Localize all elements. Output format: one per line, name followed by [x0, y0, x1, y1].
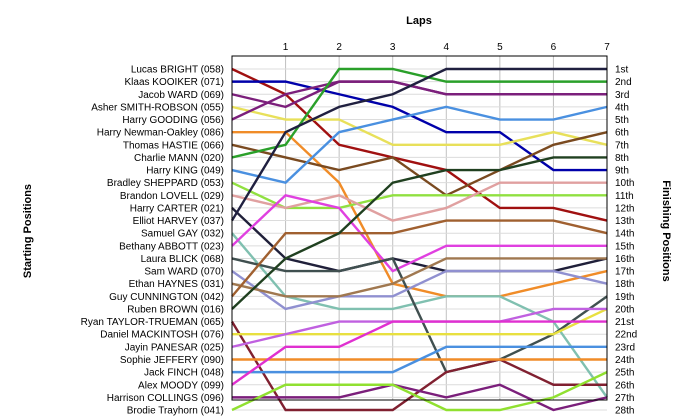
series-line [231, 181, 607, 222]
series-line [231, 232, 608, 399]
finishing-position-label: 16th [615, 254, 634, 265]
finishing-position-label: 24th [615, 355, 634, 366]
series-line [232, 383, 608, 412]
finishing-position-label: 19th [615, 292, 634, 303]
series-line [231, 105, 608, 184]
finishing-position-label: 14th [615, 229, 634, 240]
starting-position-label: Ryan TAYLOR-TRUEMAN (065) [81, 317, 224, 328]
finishing-position-label: 11th [615, 191, 634, 202]
series-line [231, 257, 607, 298]
series-line [231, 320, 607, 386]
starting-position-label: Harrison COLLINGS (096) [107, 393, 224, 404]
finishing-position-label: 12th [615, 203, 634, 214]
lap-tick-label: 5 [497, 42, 503, 53]
series-line [231, 269, 608, 311]
starting-position-labels: Lucas BRIGHT (058)Klaas KOOIKER (071) Jac… [81, 65, 224, 417]
finishing-position-label: 10th [615, 178, 634, 189]
finishing-position-label: 3rd [615, 90, 629, 101]
starting-position-label: Harry GOODING (056) [122, 115, 224, 126]
series-line [231, 257, 608, 374]
series-line [231, 371, 608, 412]
finishing-position-label: 20th [615, 304, 634, 315]
y-axis-label-left: Starting Positions [22, 184, 34, 278]
series-line [231, 80, 607, 121]
finishing-position-label: 22nd [615, 330, 637, 341]
series-line [231, 193, 607, 273]
finishing-position-label: 5th [615, 115, 629, 126]
lap-tick-label: 2 [336, 42, 342, 53]
starting-position-label: Sophie JEFFERY (090) [120, 355, 224, 366]
starting-position-label: Sam WARD (070) [144, 267, 224, 278]
starting-position-label: Thomas HASTIE (066) [123, 140, 224, 151]
starting-position-label: Jayin PANESAR (025) [125, 342, 224, 353]
starting-position-label: Guy CUNNINGTON (042) [109, 292, 224, 303]
starting-position-label: Harry CARTER (021) [130, 203, 224, 214]
starting-position-label: Asher SMITH-ROBSON (055) [91, 102, 224, 113]
finishing-position-label: 8th [615, 153, 629, 164]
chart-title: Laps [406, 15, 432, 27]
finishing-position-label: 1st [615, 65, 629, 76]
series-line [230, 67, 607, 222]
finishing-position-label: 7th [615, 140, 629, 151]
starting-position-label: Daniel MACKINTOSH (076) [100, 330, 224, 341]
finishing-position-label: 9th [615, 166, 629, 177]
starting-position-label: Laura BLICK (068) [141, 254, 224, 265]
series-line [232, 130, 608, 298]
lap-tick-label: 1 [283, 42, 289, 53]
starting-position-label: Charlie MANN (020) [134, 153, 224, 164]
series-line [232, 80, 607, 172]
starting-position-label: Brodie Trayhorn (041) [127, 406, 224, 417]
finishing-position-label: 2nd [615, 77, 632, 88]
finishing-position-label: 25th [615, 368, 634, 379]
series-line [231, 207, 608, 273]
finishing-position-label: 4th [615, 102, 629, 113]
finishing-position-label: 21st [615, 317, 634, 328]
series-line [231, 181, 607, 210]
starting-position-label: Ethan HAYNES (031) [129, 279, 224, 290]
lap-tick-labels: 1 2 3 4 5 6 7 [283, 42, 610, 53]
starting-position-label: Bethany ABBOTT (023) [119, 241, 224, 252]
starting-position-label: Lucas BRIGHT (058) [131, 65, 224, 76]
finishing-position-label: 28th [615, 406, 634, 417]
starting-position-label: Klaas KOOIKER (071) [125, 77, 224, 88]
finishing-position-label: 26th [615, 380, 634, 391]
starting-position-label: Brandon LOVELL (029) [120, 191, 224, 202]
starting-position-label: Elliot HARVEY (037) [133, 216, 224, 227]
starting-position-label: Jacob WARD (069) [138, 90, 224, 101]
finishing-position-label: 17th [615, 267, 634, 278]
finishing-position-label: 27th [615, 393, 634, 404]
lap-tick-label: 4 [444, 42, 450, 53]
lap-tick-label: 3 [390, 42, 396, 53]
finishing-position-label: 15th [615, 241, 634, 252]
lap-tick-label: 6 [551, 42, 557, 53]
starting-position-label: Jack FINCH (048) [144, 368, 224, 379]
series-line [231, 67, 607, 159]
y-axis-label-right: Finishing Positions [660, 180, 672, 281]
plot-frame [231, 55, 608, 401]
starting-position-label: Harry Newman-Oakley (086) [97, 128, 224, 139]
series-line [231, 105, 608, 146]
series-line [232, 345, 607, 374]
lap-tick-label: 7 [604, 42, 610, 53]
starting-position-label: Bradley SHEPPARD (053) [107, 178, 224, 189]
finishing-position-label: 23rd [615, 342, 635, 353]
series-line [231, 219, 608, 298]
starting-position-label: Harry KING (049) [146, 166, 224, 177]
series-line [231, 156, 607, 310]
series-line [232, 307, 608, 336]
starting-position-label: Samuel GAY (032) [141, 229, 224, 240]
finishing-position-label: 18th [615, 279, 634, 290]
finishing-position-label: 13th [615, 216, 634, 227]
finishing-position-label: 6th [615, 128, 629, 139]
series-lines [230, 67, 608, 412]
starting-position-label: Alex MOODY (099) [138, 380, 224, 391]
starting-position-label: Ruben BROWN (016) [127, 304, 224, 315]
